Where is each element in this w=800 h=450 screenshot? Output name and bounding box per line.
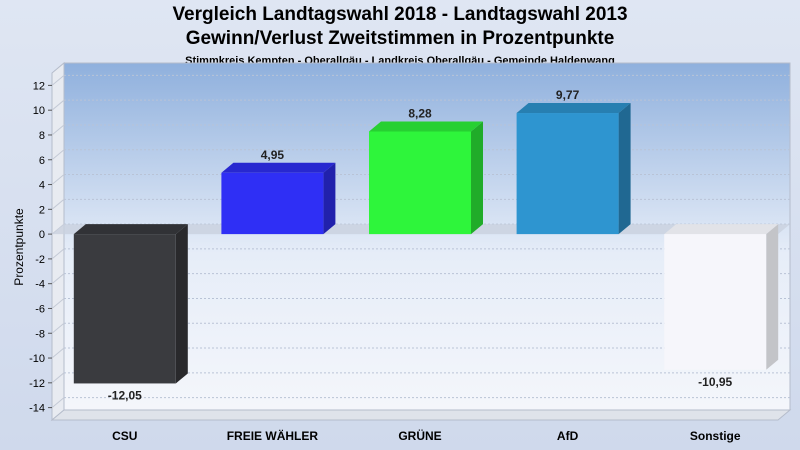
bar-side: [618, 103, 631, 235]
bar-grüne: [369, 131, 471, 235]
data-label: 4,95: [261, 148, 285, 162]
y-tick-label: -10: [29, 353, 45, 365]
bar-top: [221, 162, 336, 173]
x-category-label: AfD: [557, 429, 579, 443]
y-tick-label: -4: [35, 279, 45, 291]
bar-top: [664, 224, 779, 235]
data-label: -10,95: [698, 375, 732, 389]
y-tick-label: -14: [29, 403, 45, 415]
bar-csu: [73, 234, 176, 384]
bar-freie-wähler: [221, 172, 324, 235]
y-tick-label: -12: [29, 378, 45, 390]
y-tick-label: -6: [35, 303, 45, 315]
bar-top: [73, 224, 188, 235]
y-tick-label: 8: [39, 130, 45, 142]
y-tick-label: -8: [35, 328, 45, 340]
y-tick-label: 2: [39, 204, 45, 216]
y-tick-label: 10: [33, 105, 45, 117]
x-category-label: FREIE WÄHLER: [227, 428, 319, 443]
y-tick-label: 0: [39, 229, 45, 241]
bar-top: [516, 103, 631, 114]
bar-side: [471, 121, 483, 235]
x-category-label: Sonstige: [690, 429, 741, 443]
y-axis-label: Prozentpunkte: [12, 208, 26, 286]
bar-afd: [516, 113, 619, 235]
data-label: -12,05: [108, 388, 142, 402]
y-tick-label: 12: [33, 80, 45, 92]
y-tick-label: 4: [39, 180, 45, 192]
chart-title: Vergleich Landtagswahl 2018 - Landtagswa…: [172, 4, 628, 25]
y-tick-label: 6: [39, 155, 45, 167]
bar-sonstige: [664, 234, 767, 370]
bar-side: [175, 224, 188, 384]
bar-side: [766, 224, 779, 370]
bar-top: [369, 121, 483, 132]
data-label: 9,77: [556, 88, 580, 102]
y-tick-label: -2: [35, 254, 45, 266]
chart-subtitle: Gewinn/Verlust Zweitstimmen in Prozentpu…: [185, 28, 615, 49]
bar-side: [323, 162, 336, 235]
x-category-label: CSU: [112, 429, 137, 443]
data-label: 8,28: [408, 106, 432, 120]
x-category-label: GRÜNE: [398, 428, 441, 443]
